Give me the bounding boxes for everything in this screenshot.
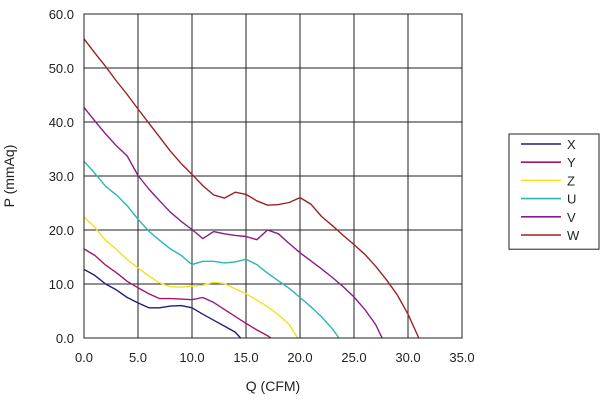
plot-frame: [83, 13, 463, 339]
x-tick-label: 5.0: [129, 350, 147, 365]
legend-label-y: Y: [567, 155, 576, 170]
y-tick-label: 30.0: [49, 169, 74, 184]
x-tick-label: 35.0: [449, 350, 474, 365]
y-tick-label: 50.0: [49, 61, 74, 76]
series-line-y: [83, 248, 272, 339]
y-tick-label: 10.0: [49, 277, 74, 292]
legend-box: [508, 133, 600, 250]
x-tick-label: 30.0: [395, 350, 420, 365]
x-tick-label: 20.0: [287, 350, 312, 365]
x-tick-label: 15.0: [233, 350, 258, 365]
x-tick-label: 10.0: [179, 350, 204, 365]
legend-label-u: U: [567, 192, 576, 207]
legend-label-v: V: [567, 210, 576, 225]
series-line-w: [83, 38, 420, 339]
y-tick-label: 40.0: [49, 115, 74, 130]
series-line-v: [83, 106, 383, 339]
series-lines: [83, 38, 420, 339]
legend-label-x: X: [567, 137, 576, 152]
series-line-x: [83, 268, 242, 339]
x-tick-label: 25.0: [341, 350, 366, 365]
y-tick-label: 60.0: [49, 7, 74, 22]
y-axis-title: P (mmAq): [1, 145, 17, 208]
x-tick-label: 0.0: [75, 350, 93, 365]
y-tick-label: 0.0: [56, 331, 74, 346]
x-axis-title: Q (CFM): [246, 378, 300, 394]
series-line-u: [83, 160, 340, 339]
tick-labels: 0.0 5.0 10.0 15.0 20.0 25.0 30.0 35.0 0.0 10.0 20.…: [49, 7, 475, 365]
y-tick-label: 20.0: [49, 223, 74, 238]
legend-label-w: W: [567, 228, 580, 243]
legend-label-z: Z: [567, 173, 575, 188]
series-line-z: [83, 216, 299, 339]
